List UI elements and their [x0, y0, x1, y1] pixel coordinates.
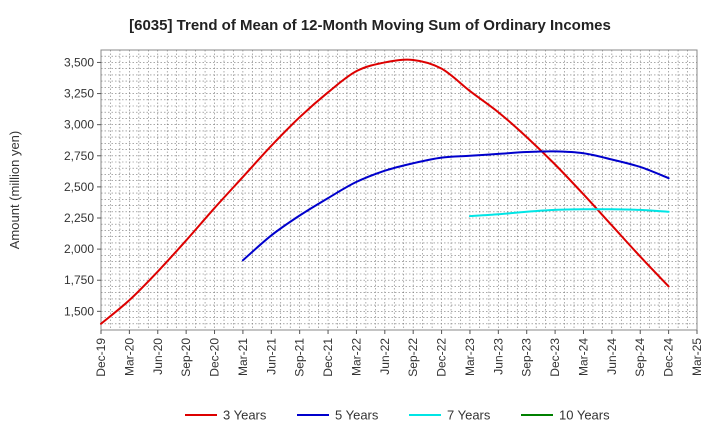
x-tick-label: Sep-20 — [179, 338, 193, 377]
y-tick-label: 3,000 — [64, 118, 94, 132]
x-tick-label: Jun-20 — [151, 338, 165, 375]
legend-label-7-years: 7 Years — [447, 408, 491, 423]
legend-label-10-years: 10 Years — [559, 408, 610, 423]
legend-label-5-years: 5 Years — [335, 408, 379, 423]
series-line-3-years — [100, 58, 670, 325]
x-tick-label: Dec-21 — [321, 338, 335, 377]
y-tick-label: 1,750 — [64, 273, 94, 287]
y-tick-label: 2,750 — [64, 149, 94, 163]
x-tick-label: Jun-24 — [605, 338, 619, 375]
x-tick-label: Jun-21 — [264, 338, 278, 375]
series-line-5-years — [241, 150, 670, 262]
legend-label-3-years: 3 Years — [223, 408, 267, 423]
x-tick-label: Jun-22 — [378, 338, 392, 375]
x-tick-label: Mar-23 — [463, 338, 477, 376]
x-tick-label: Sep-21 — [293, 338, 307, 377]
x-tick-label: Mar-24 — [576, 338, 590, 376]
y-axis-title: Amount (million yen) — [7, 131, 22, 250]
y-tick-label: 3,250 — [64, 87, 94, 101]
x-tick-label: Dec-22 — [435, 338, 449, 377]
y-tick-label: 2,250 — [64, 211, 94, 225]
x-tick-label: Sep-23 — [520, 338, 534, 377]
x-tick-label: Jun-23 — [491, 338, 505, 375]
y-tick-label: 1,500 — [64, 304, 94, 318]
series-line-7-years — [468, 208, 670, 218]
y-tick-label: 3,500 — [64, 55, 94, 69]
x-tick-label: Sep-22 — [406, 338, 420, 377]
y-tick-label: 2,500 — [64, 180, 94, 194]
plot-frame — [100, 49, 698, 331]
x-tick-label: Mar-25 — [690, 338, 704, 376]
x-tick-label: Sep-24 — [633, 338, 647, 377]
x-tick-label: Dec-24 — [662, 338, 676, 377]
y-tick-label: 2,000 — [64, 242, 94, 256]
x-tick-label: Dec-20 — [208, 338, 222, 377]
x-tick-label: Mar-21 — [236, 338, 250, 376]
chart-title: [6035] Trend of Mean of 12-Month Moving … — [129, 17, 611, 34]
x-tick-label: Dec-19 — [94, 338, 108, 377]
x-tick-label: Mar-20 — [122, 338, 136, 376]
x-tick-label: Dec-23 — [548, 338, 562, 377]
x-tick-label: Mar-22 — [349, 338, 363, 376]
